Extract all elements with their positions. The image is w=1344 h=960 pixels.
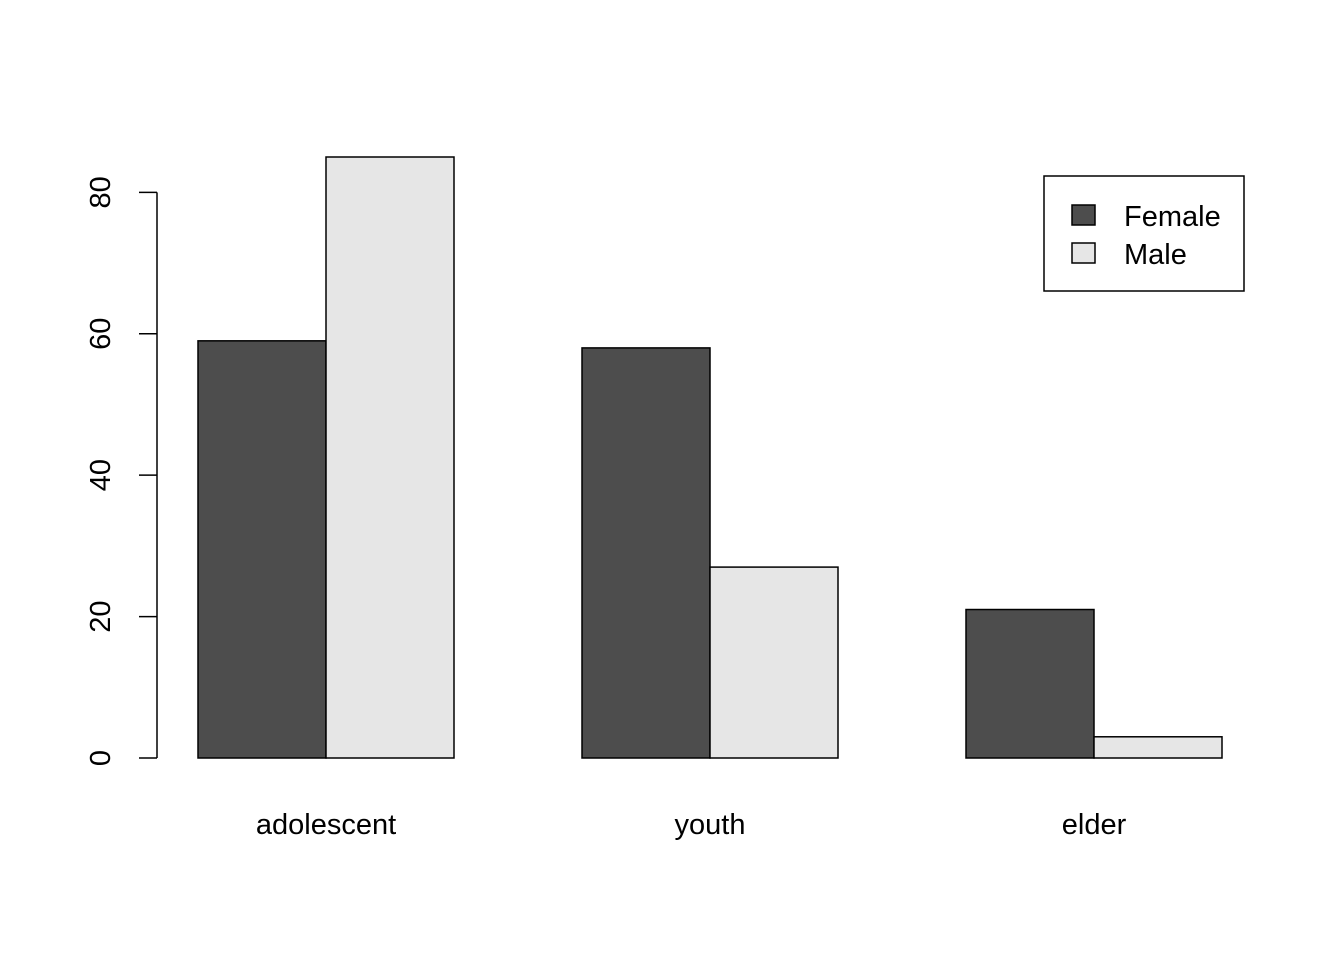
y-tick-label: 80 (85, 176, 117, 208)
category-label: youth (675, 809, 746, 841)
legend-box (1043, 175, 1245, 292)
legend-swatch-male (1071, 242, 1096, 264)
y-tick-label: 20 (85, 600, 117, 632)
bar-female-elder (965, 608, 1095, 759)
bars (197, 156, 1223, 759)
legend-label-female: Female (1124, 201, 1221, 233)
legend-label-male: Male (1124, 239, 1187, 271)
category-label: adolescent (256, 809, 396, 841)
bar-female-adolescent (197, 340, 327, 759)
legend-swatch-female (1071, 204, 1096, 226)
bar-male-elder (1093, 736, 1223, 759)
category-label: elder (1062, 809, 1127, 841)
bar-male-adolescent (325, 156, 455, 759)
bar-male-youth (709, 566, 839, 759)
y-tick-label: 60 (85, 318, 117, 350)
x-axis-labels: adolescent youth elder (256, 809, 1127, 841)
legend: Female Male (1043, 175, 1245, 292)
bar-female-youth (581, 347, 711, 759)
y-tick-label: 40 (85, 459, 117, 491)
y-tick-label: 0 (85, 750, 117, 766)
y-axis: 0 20 40 60 80 (85, 176, 158, 766)
